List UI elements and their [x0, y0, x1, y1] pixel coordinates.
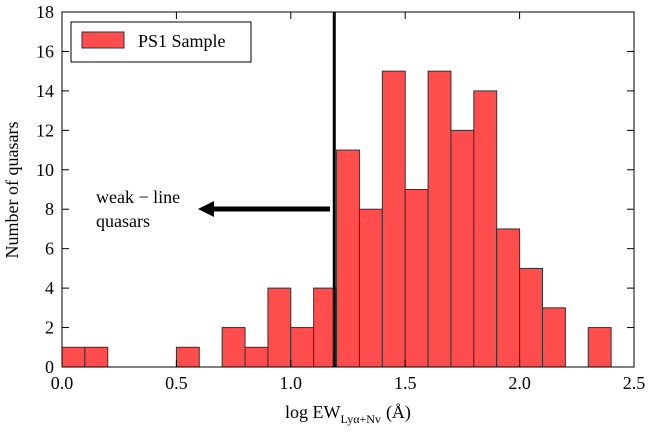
- bar: [519, 267, 543, 368]
- bar: [61, 346, 86, 368]
- annotation: quasars: [96, 211, 150, 231]
- arrow-head: [198, 201, 214, 217]
- x-tick-label: 2.0: [508, 373, 531, 393]
- y-tick-label: 16: [36, 41, 54, 61]
- y-tick-label: 0: [45, 357, 54, 377]
- bar: [381, 70, 406, 368]
- legend-swatch: [81, 31, 125, 49]
- bar: [358, 208, 383, 368]
- bar: [244, 346, 269, 368]
- x-label-main: log EW: [285, 402, 341, 422]
- y-tick-label: 18: [36, 2, 54, 22]
- x-tick-label: 0.0: [51, 373, 74, 393]
- x-tick-label: 1.0: [280, 373, 303, 393]
- bar: [175, 346, 200, 368]
- bar: [404, 189, 429, 368]
- bar: [541, 307, 566, 368]
- bar: [587, 327, 612, 368]
- x-tick-label: 1.5: [394, 373, 417, 393]
- annotation: weak − line: [96, 187, 180, 207]
- bar: [267, 287, 292, 368]
- x-axis-label: log EWLyα+Nv (Å): [285, 402, 411, 426]
- y-tick-label: 12: [36, 120, 54, 140]
- x-tick-label: 2.5: [623, 373, 646, 393]
- y-tick-label: 2: [45, 318, 54, 338]
- x-label-sub: Lyα+Nv: [341, 412, 381, 426]
- y-tick-label: 6: [45, 239, 54, 259]
- bar: [84, 346, 109, 368]
- y-tick-label: 10: [36, 160, 54, 180]
- x-tick-label: 0.5: [165, 373, 188, 393]
- bar: [290, 327, 315, 368]
- y-tick-label: 8: [45, 199, 54, 219]
- plot-frame: [61, 11, 635, 368]
- bar: [221, 327, 246, 368]
- bar: [473, 90, 498, 368]
- bar: [496, 228, 521, 368]
- bar: [450, 129, 475, 368]
- bar: [427, 70, 452, 368]
- y-axis-label: Number of quasars: [2, 122, 22, 259]
- bar: [336, 149, 360, 368]
- y-tick-label: 4: [45, 278, 54, 298]
- y-tick-label: 14: [36, 81, 54, 101]
- x-label-unit: (Å): [386, 402, 411, 423]
- legend-label: PS1 Sample: [138, 31, 226, 51]
